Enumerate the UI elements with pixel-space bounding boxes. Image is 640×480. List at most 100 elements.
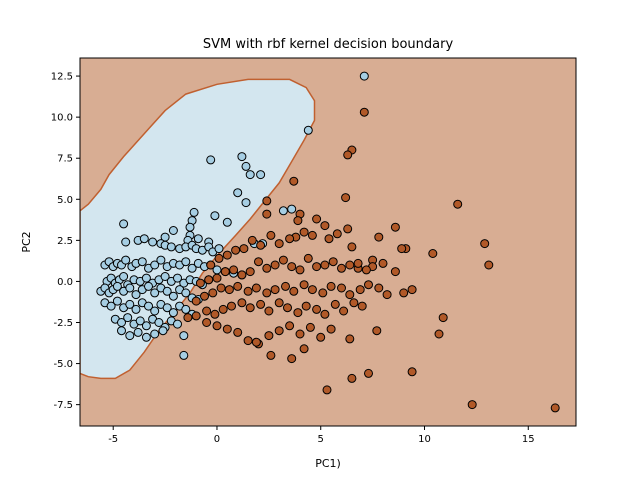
data-point-class-1 [345, 334, 355, 344]
data-point-class-1 [312, 214, 322, 224]
data-point-class-1 [328, 257, 338, 267]
data-point-class-0 [181, 304, 191, 314]
data-point-class-1 [237, 298, 247, 308]
data-point-class-1 [202, 306, 212, 316]
data-point-class-1 [274, 326, 284, 336]
y-tick-label: -2.5 [53, 318, 73, 329]
data-point-class-1 [283, 303, 292, 313]
data-point-class-1 [337, 263, 346, 273]
data-point-class-1 [251, 283, 261, 293]
data-point-class-1 [434, 329, 444, 339]
data-point-class-0 [154, 318, 164, 327]
data-point-class-1 [480, 239, 490, 249]
data-point-class-1 [289, 286, 299, 296]
data-point-class-1 [295, 265, 305, 275]
data-point-class-1 [343, 224, 353, 234]
data-point-class-0 [189, 207, 199, 217]
data-point-class-0 [148, 237, 158, 247]
data-point-class-0 [112, 296, 122, 306]
data-point-class-0 [141, 332, 151, 342]
data-point-class-1 [453, 199, 463, 209]
data-point-class-1 [214, 253, 224, 263]
data-point-class-1 [270, 260, 280, 270]
x-tick-label: 5 [318, 434, 324, 445]
data-point-class-1 [316, 332, 326, 342]
data-point-class-1 [428, 249, 438, 258]
data-point-class-0 [222, 217, 232, 227]
y-tick-label: 2.5 [57, 236, 73, 247]
x-tick-label: -5 [108, 434, 118, 445]
data-point-class-0 [141, 273, 151, 283]
y-tick-label: 7.5 [57, 154, 73, 165]
data-point-class-1 [256, 299, 266, 309]
data-point-class-1 [399, 288, 409, 298]
data-point-class-1 [326, 324, 336, 334]
data-point-class-0 [173, 319, 182, 329]
y-tick-label: -5.0 [53, 359, 73, 370]
plot-frame [79, 57, 577, 427]
data-point-class-0 [241, 198, 251, 208]
data-point-class-1 [318, 288, 328, 298]
data-point-class-0 [158, 326, 168, 336]
data-point-class-1 [339, 306, 349, 316]
data-point-class-1 [364, 368, 373, 378]
data-point-class-0 [125, 331, 135, 341]
data-point-class-1 [191, 296, 201, 306]
data-point-class-0 [150, 329, 160, 339]
data-point-class-1 [337, 283, 346, 293]
data-point-class-1 [353, 258, 363, 268]
y-tick-label: 12.5 [51, 72, 73, 83]
data-point-class-0 [119, 272, 129, 281]
data-point-class-1 [200, 291, 209, 301]
series-class-1 [183, 107, 560, 413]
data-point-class-0 [359, 71, 369, 81]
data-point-class-1 [341, 193, 351, 203]
chart-title: SVM with rbf kernel decision boundary [203, 37, 454, 52]
data-point-class-1 [256, 240, 266, 250]
data-point-class-0 [168, 291, 178, 301]
data-point-class-0 [193, 234, 203, 244]
data-point-class-1 [324, 234, 334, 244]
data-point-class-1 [320, 260, 330, 270]
data-point-class-1 [239, 244, 249, 254]
data-point-class-1 [287, 354, 297, 364]
data-point-class-1 [191, 311, 201, 321]
data-point-class-1 [183, 313, 193, 323]
data-point-class-1 [303, 253, 313, 263]
data-point-class-1 [231, 245, 241, 255]
data-point-class-1 [397, 244, 407, 254]
data-point-class-0 [237, 152, 247, 162]
x-axis-label: PC1) [315, 457, 341, 470]
data-point-class-1 [251, 337, 261, 347]
data-point-class-1 [330, 299, 340, 309]
data-point-class-0 [256, 170, 266, 180]
data-point-class-0 [150, 306, 160, 316]
data-point-class-0 [181, 257, 191, 267]
data-point-class-1 [247, 235, 257, 245]
y-tick-label: -7.5 [53, 400, 73, 411]
data-point-class-1 [206, 260, 216, 270]
data-point-class-0 [181, 288, 191, 298]
data-point-class-0 [168, 226, 178, 235]
data-point-class-0 [125, 283, 135, 293]
data-point-class-0 [162, 303, 172, 313]
data-point-class-1 [347, 242, 357, 252]
data-point-class-1 [212, 273, 222, 283]
data-point-class-1 [208, 288, 218, 298]
data-point-class-0 [173, 273, 182, 283]
data-point-class-1 [262, 196, 272, 206]
data-point-class-1 [320, 309, 330, 319]
data-point-class-0 [131, 290, 141, 300]
data-point-class-1 [312, 304, 322, 314]
data-point-class-1 [233, 281, 243, 291]
data-point-class-1 [266, 230, 276, 240]
data-point-class-1 [345, 260, 355, 270]
data-point-class-1 [299, 227, 309, 237]
data-point-class-0 [278, 206, 288, 216]
data-point-class-1 [295, 329, 305, 339]
x-tick-label: 0 [214, 434, 220, 445]
data-point-class-1 [266, 350, 276, 360]
data-point-class-1 [287, 262, 297, 272]
data-point-class-1 [216, 283, 226, 293]
